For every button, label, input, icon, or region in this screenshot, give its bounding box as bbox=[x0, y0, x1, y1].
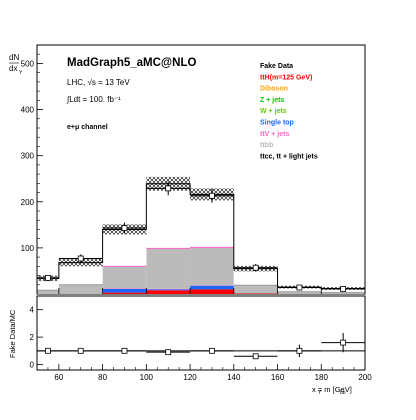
bar-0-2 bbox=[102, 292, 147, 294]
x-axis-label: x = m [GeV] bbox=[312, 385, 352, 394]
ratio-ytick-label-0: 0 bbox=[30, 361, 35, 370]
data-point-6 bbox=[296, 284, 303, 291]
main-ytick-label-0: 100 bbox=[21, 244, 35, 253]
bar-4-3 bbox=[146, 289, 191, 291]
main-ylabel-bottom: dx bbox=[9, 64, 17, 73]
x-tick-label-2: 100 bbox=[140, 373, 154, 382]
bar-6-0 bbox=[37, 290, 59, 294]
data-point-3 bbox=[165, 185, 172, 192]
main-ytick-label-3: 400 bbox=[21, 106, 35, 115]
x-tick-label-3: 120 bbox=[183, 373, 197, 382]
chart-title: MadGraph5_aMC@NLO bbox=[67, 57, 196, 69]
data-point-0 bbox=[45, 274, 51, 281]
ratio-point-0 bbox=[45, 347, 51, 354]
data-point-7 bbox=[340, 286, 347, 292]
data-point-5 bbox=[252, 264, 259, 271]
data-point-2 bbox=[121, 225, 128, 231]
main-ylabel-top: dN bbox=[9, 53, 19, 62]
bar-6-7 bbox=[321, 292, 365, 294]
legend-entry-3: Z + jets bbox=[260, 97, 284, 104]
ratio-point-2 bbox=[121, 347, 128, 354]
bar-0-3 bbox=[146, 290, 191, 294]
legend-entry-6: ttV + jets bbox=[260, 131, 289, 138]
x-tick-label-1: 80 bbox=[98, 373, 107, 382]
bar-6-5 bbox=[233, 285, 278, 294]
x-axis-label-sub1: Y bbox=[318, 390, 322, 396]
ratio-point-5 bbox=[252, 353, 259, 360]
bar-0-4 bbox=[190, 289, 234, 294]
legend-entry-7: ttbb bbox=[260, 142, 273, 149]
legend-entry-0: Fake Data bbox=[260, 63, 293, 70]
ratio-point-3 bbox=[165, 349, 172, 356]
ratio-plot-frame bbox=[36, 295, 366, 371]
annotation-channel: e+μ channel bbox=[67, 124, 108, 131]
ratio-point-1 bbox=[77, 347, 84, 354]
data-point-1 bbox=[77, 255, 84, 262]
x-tick-label-0: 60 bbox=[54, 373, 63, 382]
bar-6-3 bbox=[146, 248, 191, 289]
ratio-ytick-label-2: 4 bbox=[30, 306, 35, 315]
main-ytick-label-4: 500 bbox=[21, 59, 35, 68]
bar-6-2 bbox=[102, 266, 147, 289]
bar-7-4 bbox=[190, 194, 234, 248]
legend-entry-2: Diboson bbox=[260, 86, 288, 93]
bar-4-4 bbox=[190, 285, 234, 290]
main-ytick-label-2: 300 bbox=[21, 152, 35, 161]
bar-4-2 bbox=[102, 288, 147, 293]
ratio-ylabel: Fake Data/MC bbox=[8, 309, 17, 358]
data-point-4 bbox=[209, 192, 215, 199]
legend-entry-1: ttH(m=125 GeV) bbox=[260, 74, 312, 81]
bar-7-1 bbox=[58, 262, 103, 285]
ratio-point-7 bbox=[340, 339, 347, 346]
legend: Fake Data ttH(m=125 GeV) Diboson Z + jets W … bbox=[260, 63, 318, 160]
bar-6-4 bbox=[190, 247, 234, 286]
x-tick-label-4: 140 bbox=[227, 373, 241, 382]
total-mc-outline bbox=[36, 183, 366, 294]
annotation-energy: LHC, √s = 13 TeV bbox=[67, 78, 130, 87]
bar-7-0 bbox=[37, 278, 59, 291]
legend-entry-4: W + jets bbox=[260, 108, 287, 115]
ratio-point-4 bbox=[209, 347, 215, 354]
bar-7-2 bbox=[102, 229, 147, 267]
bar-6-1 bbox=[58, 284, 103, 294]
main-ylabel-sub: Y bbox=[19, 70, 23, 76]
ratio-point-6 bbox=[296, 347, 303, 354]
annotation-lumi: ∫Ldt = 100. fb⁻¹ bbox=[66, 95, 121, 104]
x-tick-label-7: 200 bbox=[358, 373, 372, 382]
x-tick-label-6: 180 bbox=[315, 373, 329, 382]
x-axis-label-sub2: bb bbox=[340, 390, 346, 396]
x-tick-label-5: 160 bbox=[271, 373, 285, 382]
ratio-ytick-label-1: 2 bbox=[30, 333, 35, 342]
bar-6-6 bbox=[277, 291, 322, 294]
legend-entry-5: Single top bbox=[260, 120, 294, 127]
bar-7-5 bbox=[233, 268, 278, 286]
main-ytick-label-1: 200 bbox=[21, 198, 35, 207]
legend-entry-8: ttcc, tt + light jets bbox=[260, 153, 318, 160]
